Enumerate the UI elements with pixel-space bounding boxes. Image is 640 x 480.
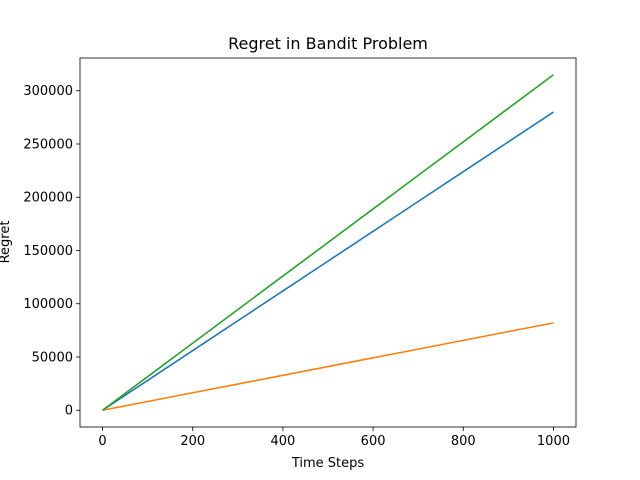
x-axis-label: Time Steps <box>291 456 365 471</box>
x-tick-label: 800 <box>451 434 476 449</box>
y-tick-label: 50000 <box>32 350 73 365</box>
series-line-2 <box>102 322 554 412</box>
x-tick-label: 1000 <box>537 434 570 449</box>
y-tick-label: 100000 <box>23 297 73 312</box>
y-tick-label: 0 <box>65 404 73 419</box>
y-tick-label: 150000 <box>23 244 73 259</box>
y-tick-label: 300000 <box>23 84 73 99</box>
series-line-1 <box>102 111 554 411</box>
x-tick-label: 400 <box>270 434 295 449</box>
chart-title: Regret in Bandit Problem <box>228 34 428 53</box>
y-axis-label: Regret <box>0 221 13 264</box>
series-line-3 <box>102 74 554 411</box>
x-tick-label: 200 <box>180 434 205 449</box>
plot-frame <box>79 57 577 428</box>
series-layer <box>102 74 554 412</box>
x-tick-label: 0 <box>98 434 106 449</box>
y-axis-ticks: 0 50000 100000 150000 200000 250000 300000 <box>23 84 80 419</box>
x-tick-label: 600 <box>361 434 386 449</box>
y-tick-label: 200000 <box>23 191 73 206</box>
x-axis-ticks: 0 200 400 600 800 1000 <box>98 427 570 449</box>
y-tick-label: 250000 <box>23 137 73 152</box>
